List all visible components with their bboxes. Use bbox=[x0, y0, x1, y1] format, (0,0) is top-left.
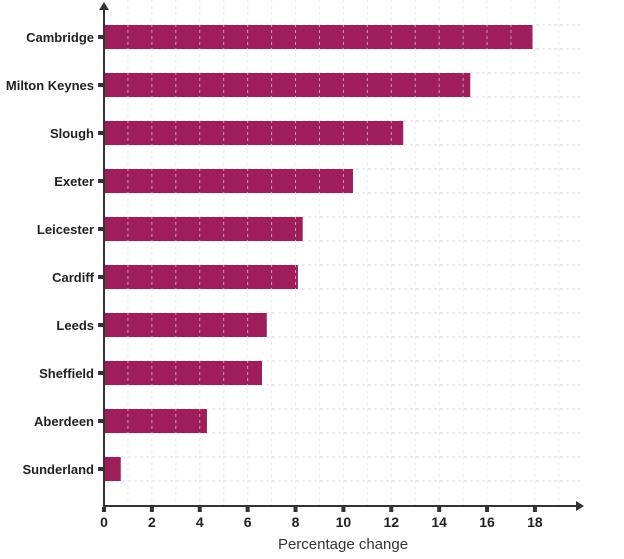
x-tick-mark bbox=[485, 507, 490, 512]
category-label: Cambridge bbox=[26, 30, 94, 45]
x-ticks: 0 2 4 6 8 10 12 14 16 18 bbox=[100, 507, 543, 530]
bar-leeds bbox=[104, 313, 267, 337]
bar-sunderland bbox=[104, 457, 121, 481]
x-tick-mark bbox=[341, 507, 346, 512]
bars bbox=[104, 0, 560, 506]
category-label: Aberdeen bbox=[34, 414, 94, 429]
category-label: Slough bbox=[50, 126, 94, 141]
x-tick-mark bbox=[293, 507, 298, 512]
y-tick-mark bbox=[98, 131, 103, 135]
x-tick-label: 12 bbox=[383, 514, 399, 530]
x-tick-mark bbox=[245, 507, 250, 512]
x-tick-label: 16 bbox=[479, 514, 495, 530]
x-tick-mark bbox=[197, 507, 202, 512]
x-tick-label: 14 bbox=[431, 514, 447, 530]
x-tick-label: 4 bbox=[196, 514, 204, 530]
x-tick-label: 18 bbox=[527, 514, 543, 530]
category-label: Sheffield bbox=[39, 366, 94, 381]
x-tick-mark bbox=[532, 507, 537, 512]
axes bbox=[99, 2, 584, 511]
category-label: Sunderland bbox=[22, 462, 94, 477]
category-label: Milton Keynes bbox=[6, 78, 94, 93]
y-tick-mark bbox=[98, 275, 103, 279]
x-tick-mark bbox=[149, 507, 154, 512]
y-tick-mark bbox=[98, 227, 103, 231]
bar-leicester bbox=[104, 217, 303, 241]
y-tick-mark bbox=[98, 323, 103, 327]
bar-sheffield bbox=[104, 361, 263, 385]
x-tick-label: 2 bbox=[148, 514, 156, 530]
x-tick-mark bbox=[102, 507, 106, 512]
y-tick-mark bbox=[98, 467, 103, 471]
x-tick-label: 0 bbox=[100, 514, 108, 530]
bar-milton-keynes bbox=[104, 73, 471, 97]
y-tick-mark bbox=[98, 419, 103, 423]
x-tick-label: 8 bbox=[292, 514, 300, 530]
y-tick-mark bbox=[98, 179, 103, 183]
category-label: Cardiff bbox=[52, 270, 95, 285]
x-tick-mark bbox=[437, 507, 442, 512]
category-label: Exeter bbox=[54, 174, 94, 189]
x-tick-label: 10 bbox=[336, 514, 352, 530]
x-axis-arrow bbox=[576, 501, 584, 511]
bar-exeter bbox=[104, 169, 353, 193]
x-tick-label: 6 bbox=[244, 514, 252, 530]
y-tick-mark bbox=[98, 371, 103, 375]
y-tick-mark bbox=[98, 35, 103, 39]
bar-cardiff bbox=[104, 265, 298, 289]
bar-aberdeen bbox=[104, 409, 207, 433]
y-tick-mark bbox=[98, 83, 103, 87]
bar-slough bbox=[104, 121, 404, 145]
category-label: Leeds bbox=[56, 318, 94, 333]
x-axis-label: Percentage change bbox=[278, 536, 408, 553]
y-axis-arrow bbox=[99, 2, 109, 10]
x-tick-mark bbox=[389, 507, 394, 512]
category-labels: Cambridge Milton Keynes Slough Exeter Leices… bbox=[6, 30, 103, 477]
bar-cambridge bbox=[104, 25, 533, 49]
category-label: Leicester bbox=[37, 222, 94, 237]
